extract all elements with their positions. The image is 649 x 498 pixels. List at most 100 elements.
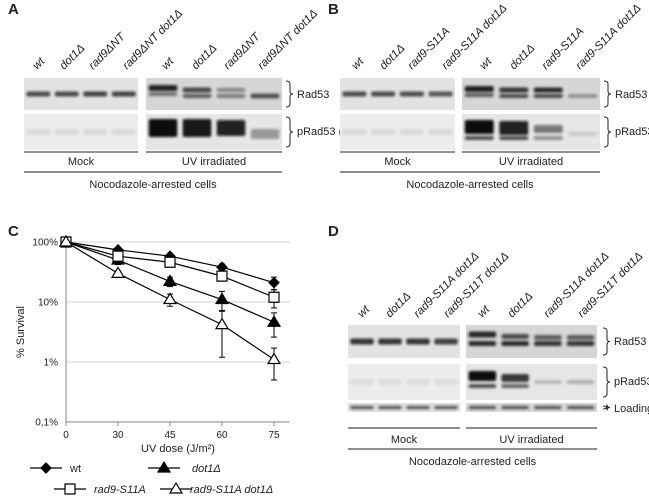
marker (58, 234, 74, 247)
band (371, 91, 396, 97)
band (182, 94, 212, 98)
legend-marker (168, 481, 184, 494)
lane-label: dot1Δ (384, 290, 414, 320)
band (534, 335, 562, 340)
band (434, 406, 458, 409)
footer-label: Nocodazole-arrested cells (406, 179, 534, 191)
band (182, 87, 212, 93)
band (468, 406, 497, 409)
y-axis-label: % Survival (15, 306, 27, 358)
band (406, 379, 430, 385)
band (501, 341, 529, 346)
band (111, 129, 136, 135)
band (148, 92, 178, 96)
marker (216, 270, 228, 282)
legend-label: rad9-S11A dot1Δ (190, 484, 273, 496)
blot-background (348, 403, 460, 412)
band (148, 85, 178, 91)
band (468, 371, 497, 381)
condition-label: Mock (68, 156, 95, 168)
band (501, 334, 529, 339)
condition-label: UV irradiated (499, 156, 563, 168)
legend-marker (40, 462, 52, 474)
band (216, 94, 246, 98)
band (54, 129, 79, 135)
band (566, 335, 595, 340)
band (399, 129, 424, 135)
brace (603, 80, 612, 108)
lane-label: rad9-S11A dot1Δ (574, 2, 644, 72)
x-tick-label: 75 (268, 430, 280, 441)
brace (602, 327, 611, 356)
marker (162, 274, 178, 287)
band (464, 93, 494, 97)
lane-label: dot1Δ (190, 42, 220, 72)
panel-label: B (328, 1, 339, 18)
x-tick-label: 30 (112, 430, 124, 441)
condition-label: Mock (384, 156, 411, 168)
condition-label: Mock (391, 434, 418, 446)
legend-marker (64, 483, 76, 495)
band (434, 379, 458, 385)
brace (602, 404, 611, 411)
legend-label: dot1Δ (192, 463, 221, 475)
band (342, 129, 367, 135)
brace (285, 116, 294, 148)
band (378, 338, 402, 345)
band-label: Rad53 (297, 89, 329, 101)
lane-label: wt (356, 303, 373, 320)
band (250, 129, 280, 139)
series-line (65, 241, 275, 298)
band (250, 93, 280, 99)
band (533, 136, 563, 140)
band-label: pRad53 (F9) (615, 126, 649, 138)
band (371, 129, 396, 135)
band (406, 406, 430, 409)
y-tick-label: 10% (38, 298, 58, 309)
panel-label: D (328, 223, 339, 240)
panel-label: C (8, 223, 19, 240)
brace (603, 116, 612, 148)
band (216, 120, 246, 136)
band (468, 331, 497, 338)
band (83, 91, 108, 97)
band (534, 341, 562, 346)
band (499, 94, 529, 98)
band (26, 129, 51, 135)
band (499, 136, 529, 140)
marker (110, 266, 126, 278)
blot-background (466, 403, 597, 412)
band (378, 406, 402, 409)
lane-label: rad9-S11T dot1Δ (576, 250, 646, 320)
x-axis-label: UV dose (J/m²) (141, 443, 215, 455)
band (499, 121, 529, 135)
band (566, 341, 595, 346)
band (464, 86, 494, 92)
lane-label: wt (476, 303, 493, 320)
band (350, 379, 374, 385)
band (378, 379, 402, 385)
band (568, 94, 598, 98)
band (534, 380, 562, 384)
band (568, 132, 598, 136)
band (111, 91, 136, 97)
brace (602, 366, 611, 398)
lane-label: wt (350, 55, 367, 72)
condition-label: UV irradiated (182, 156, 246, 168)
band (533, 125, 563, 133)
footer-label: Nocodazole-arrested cells (409, 456, 537, 468)
band (399, 91, 424, 97)
band (533, 94, 563, 98)
footer-label: Nocodazole-arrested cells (89, 179, 217, 191)
panel-label: A (8, 1, 19, 18)
y-tick-label: 1% (44, 358, 59, 369)
band-label: Rad53 (615, 89, 647, 101)
lane-label: rad9ΔNT dot1Δ (121, 8, 186, 73)
band (54, 91, 79, 97)
legend-label: wt (69, 463, 81, 475)
lane-label: wt (160, 55, 177, 72)
marker (164, 256, 176, 268)
y-tick-label: 0,1% (35, 418, 58, 429)
lane-label: dot1Δ (378, 42, 408, 72)
